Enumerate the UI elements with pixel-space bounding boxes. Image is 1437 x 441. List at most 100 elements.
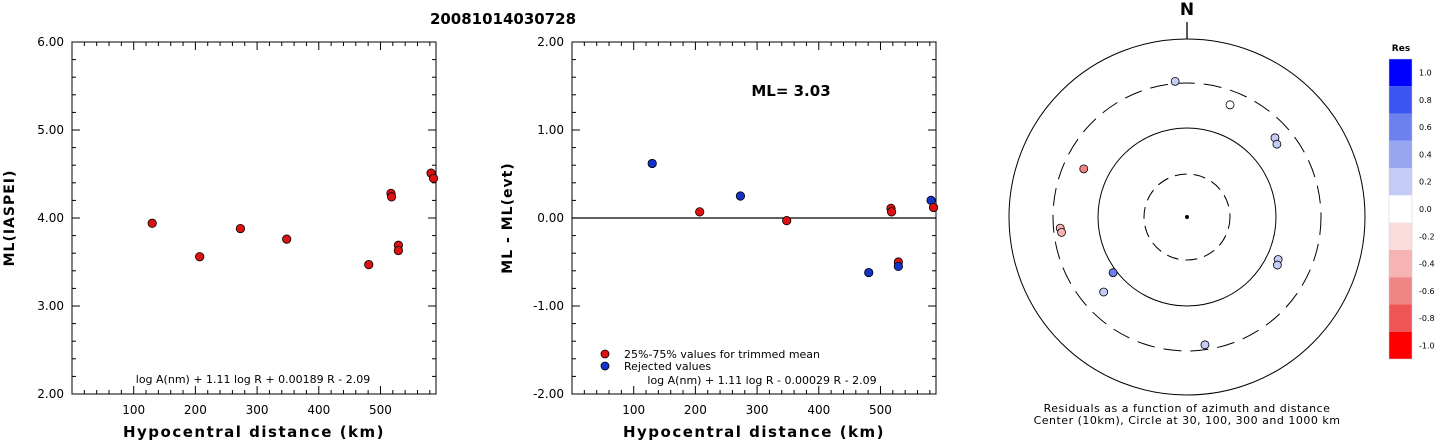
x-tick-label: 500 [369, 403, 392, 417]
polar-stations [1055, 76, 1283, 350]
legend-rejected-label: Rejected values [624, 360, 711, 373]
residual-distance-panel: 100 200 300 400 500 -2.00 -1.00 0.00 1.00 2.00 ML… [500, 35, 939, 441]
y-tick-label: 0.00 [537, 211, 564, 225]
colorbar-cell [1389, 168, 1412, 196]
data-point [695, 207, 705, 217]
polar-caption-line1: Residuals as a function of azimuth and d… [1044, 402, 1331, 415]
legend-trimmed-marker [600, 349, 610, 359]
polar-circle-100km [1097, 127, 1277, 307]
colorbar-cell [1389, 304, 1412, 332]
colorbar-label: -0.4 [1419, 260, 1435, 269]
data-point [893, 261, 903, 271]
azimuth-polar-panel: N Residuals as a function of azimuth and… [1008, 0, 1366, 427]
colorbar-labels: 1.0 0.8 0.6 0.4 0.2 0.0 -0.2 -0.4 -0.6 -0.8 -1.0 [1419, 69, 1435, 351]
residual-formula: log A(nm) + 1.11 log R - 0.00029 R - 2.0… [647, 374, 876, 387]
colorbar-label: 1.0 [1419, 69, 1432, 78]
x-tick-label: 200 [184, 403, 207, 417]
colorbar-cell [1389, 277, 1412, 305]
colorbar-label: -0.8 [1419, 314, 1435, 323]
colorbar-cells [1388, 58, 1413, 360]
ml-distance-ticks: 100 200 300 400 500 2.00 3.00 4.00 5.00 6.00 [37, 35, 436, 417]
station-marker [1200, 340, 1210, 350]
x-tick-label: 500 [869, 403, 892, 417]
data-point [735, 191, 746, 201]
x-tick-label: 300 [246, 403, 269, 417]
colorbar-cell [1389, 222, 1412, 250]
north-label: N [1180, 0, 1194, 20]
ml-distance-points [147, 168, 439, 270]
polar-center-dot [1185, 215, 1189, 219]
data-point [864, 267, 874, 278]
ml-annotation: ML= 3.03 [751, 82, 830, 100]
station-marker [1099, 287, 1109, 297]
x-tick-label: 400 [307, 403, 330, 417]
legend-rejected-marker [600, 361, 610, 371]
ml-distance-plot-frame [71, 41, 437, 395]
colorbar-title: Res [1392, 44, 1410, 54]
colorbar-label: 0.0 [1419, 205, 1432, 214]
ml-distance-ylabel: ML(IASPEI) [2, 170, 18, 267]
data-point [364, 260, 374, 270]
colorbar-cell [1389, 59, 1412, 87]
x-tick-label: 300 [746, 403, 769, 417]
y-tick-label: 4.00 [37, 211, 64, 225]
y-tick-label: 3.00 [37, 299, 64, 313]
station-marker [1079, 164, 1089, 174]
ml-distance-panel: 100 200 300 400 500 2.00 3.00 4.00 5.00 6.00 Hypo… [2, 35, 439, 441]
residual-points [647, 158, 939, 278]
colorbar-cell [1389, 113, 1412, 141]
x-tick-label: 100 [122, 403, 145, 417]
station-marker [1272, 260, 1282, 270]
polar-caption-line2: Center (10km), Circle at 30, 100, 300 an… [1034, 414, 1341, 427]
residual-colorbar: Res 1.0 0.8 0.6 0.4 0.2 0.0 -0.2 -0.4 -0.6 -0.8 -1… [1388, 44, 1435, 360]
x-tick-label: 100 [622, 403, 645, 417]
x-tick-label: 200 [684, 403, 707, 417]
data-point [886, 207, 897, 217]
colorbar-cell [1389, 140, 1412, 169]
residual-ylabel: ML - ML(evt) [500, 162, 516, 273]
data-point [782, 216, 792, 226]
x-tick-label: 400 [807, 403, 830, 417]
legend-trimmed-label: 25%-75% values for trimmed mean [624, 348, 820, 361]
station-marker [1108, 268, 1118, 278]
colorbar-label: -0.2 [1419, 232, 1435, 241]
colorbar-cell [1389, 331, 1412, 359]
ml-distance-xlabel: Hypocentral distance (km) [123, 423, 385, 441]
colorbar-cell [1389, 195, 1412, 223]
colorbar-label: -0.6 [1419, 287, 1435, 296]
y-tick-label: 6.00 [37, 35, 64, 49]
data-point [428, 173, 439, 183]
y-tick-label: 1.00 [537, 123, 564, 137]
y-tick-label: 5.00 [37, 123, 64, 137]
colorbar-label: -1.0 [1419, 341, 1435, 350]
ml-distance-formula: log A(nm) + 1.11 log R + 0.00189 R - 2.0… [136, 373, 370, 386]
data-point [647, 158, 657, 169]
residual-ticks: 100 200 300 400 500 -2.00 -1.00 0.00 1.00 2.00 [533, 35, 936, 417]
colorbar-frame [1388, 58, 1413, 360]
data-point [928, 202, 939, 213]
station-marker [1170, 76, 1180, 86]
residual-xlabel: Hypocentral distance (km) [623, 423, 885, 441]
station-marker [1272, 139, 1282, 149]
colorbar-label: 0.6 [1419, 123, 1432, 132]
station-marker [1225, 100, 1235, 110]
station-marker [1057, 228, 1066, 237]
polar-circle-300km [1052, 82, 1322, 352]
y-tick-label: 2.00 [537, 35, 564, 49]
y-tick-label: 2.00 [37, 387, 64, 401]
y-tick-label: -1.00 [533, 299, 564, 313]
colorbar-label: 0.4 [1419, 150, 1432, 159]
y-tick-label: -2.00 [533, 387, 564, 401]
figure-title: 20081014030728 [430, 10, 576, 28]
data-point [147, 218, 157, 228]
data-point [386, 192, 397, 202]
colorbar-label: 0.2 [1419, 178, 1432, 187]
data-point [195, 252, 205, 262]
data-point [235, 223, 246, 234]
data-point [282, 234, 292, 244]
colorbar-cell [1389, 249, 1412, 278]
colorbar-cell [1389, 86, 1412, 114]
data-point [393, 245, 403, 256]
polar-circle-30km [1143, 173, 1231, 261]
